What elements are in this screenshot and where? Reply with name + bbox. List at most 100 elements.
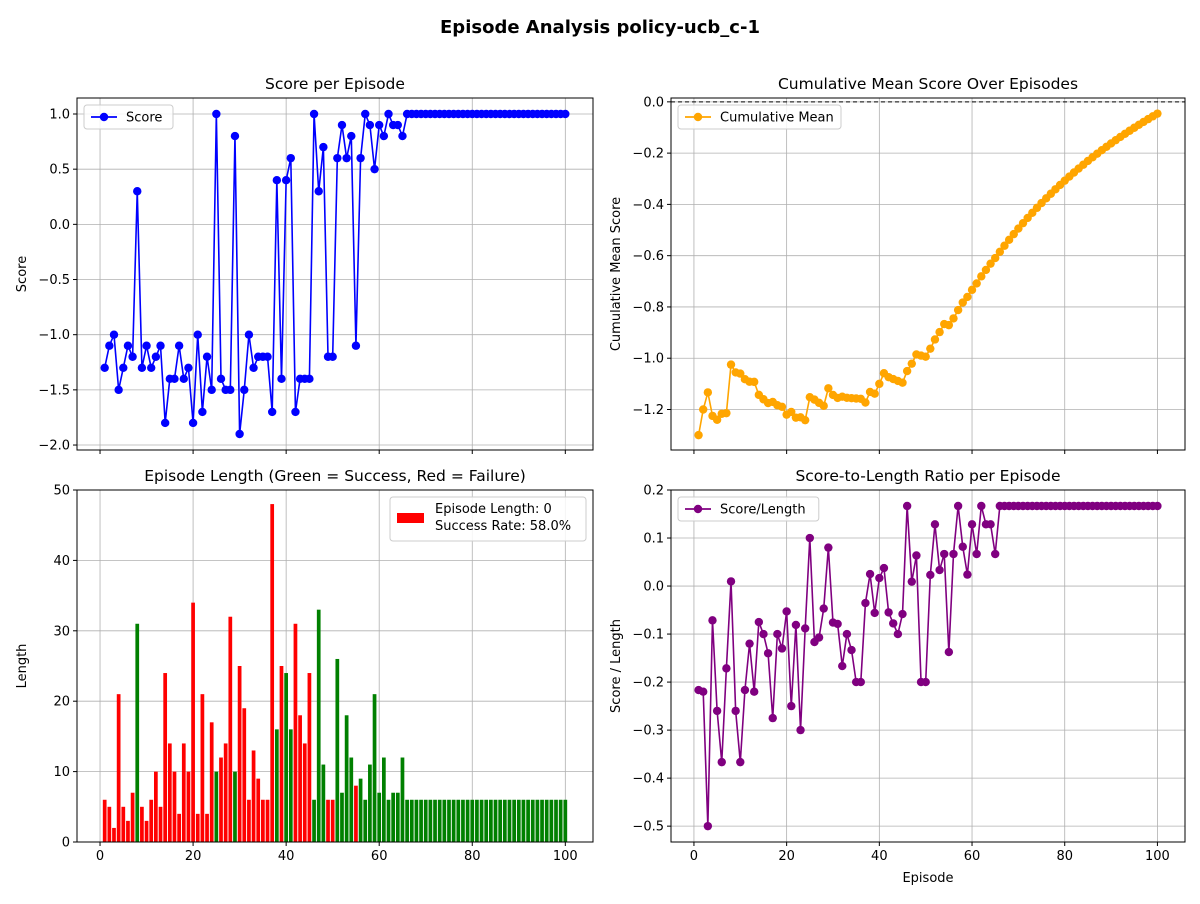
data-point [105, 341, 114, 350]
data-point [375, 120, 384, 130]
data-point [930, 520, 940, 529]
bar [437, 799, 442, 842]
data-point [884, 608, 893, 617]
bar [251, 750, 256, 842]
data-point [174, 341, 184, 350]
data-point [838, 661, 847, 671]
data-point [712, 415, 722, 424]
bar [391, 792, 396, 842]
bar [484, 799, 489, 842]
data-point [949, 314, 958, 323]
data-point [870, 389, 879, 398]
x-tick-label: 0 [690, 849, 698, 864]
data-point [736, 757, 745, 767]
bar [102, 799, 107, 842]
bar [270, 504, 275, 842]
y-axis-label: Length [15, 644, 30, 689]
bar [335, 658, 340, 842]
bar [154, 771, 158, 842]
y-tick-label: −0.5 [38, 273, 70, 288]
x-tick-label: 80 [464, 849, 481, 864]
data-point [898, 378, 907, 387]
data-point [277, 374, 286, 384]
data-point [991, 253, 1000, 263]
bar [121, 806, 126, 842]
data-point [123, 341, 133, 350]
bar [256, 778, 261, 842]
data-point [109, 330, 119, 339]
data-point [694, 430, 703, 440]
data-point [935, 327, 944, 337]
data-point [198, 407, 207, 417]
bar [489, 799, 493, 842]
legend-box [677, 104, 842, 130]
data-point [1153, 109, 1162, 118]
legend-label: Score [126, 111, 162, 126]
bar [354, 785, 358, 842]
data-point [861, 398, 870, 407]
data-point [170, 374, 179, 384]
data-point [870, 608, 879, 618]
x-tick-label: 20 [185, 849, 202, 864]
legend-marker [693, 504, 703, 514]
data-point [782, 607, 791, 616]
bar [419, 799, 423, 842]
y-axis-label: Score [15, 256, 30, 292]
bar [344, 715, 349, 842]
bar [223, 743, 228, 842]
data-point [949, 549, 958, 559]
bar [554, 799, 558, 842]
legend-swatch [397, 513, 424, 523]
bar [544, 799, 549, 842]
bar [126, 820, 130, 842]
bar [209, 722, 214, 842]
data-point [800, 415, 810, 425]
legend-marker [99, 112, 109, 122]
bar [186, 771, 191, 842]
bar [200, 694, 205, 842]
data-point [309, 109, 319, 119]
data-point [953, 501, 963, 511]
data-point [699, 405, 708, 414]
data-point [800, 624, 810, 633]
data-point [921, 677, 930, 687]
data-point [847, 645, 856, 655]
bar [172, 771, 177, 842]
data-point [379, 131, 389, 141]
data-point [805, 533, 815, 543]
data-point [384, 109, 393, 119]
bar [409, 799, 414, 842]
y-tick-label: −0.3 [632, 724, 664, 739]
bar [205, 813, 209, 842]
axes-frame [76, 97, 594, 451]
y-tick-label: −1.5 [38, 383, 70, 398]
data-point [953, 305, 963, 315]
data-point [365, 120, 375, 130]
data-point [319, 142, 328, 152]
bar [558, 799, 563, 842]
bar [526, 799, 530, 842]
y-tick-label: −0.2 [632, 147, 664, 162]
data-point [114, 385, 123, 395]
data-point [342, 153, 351, 163]
data-point [749, 687, 759, 696]
x-tick-label: 80 [1056, 849, 1073, 864]
bar [493, 799, 498, 842]
x-tick-label: 40 [871, 849, 888, 864]
data-point [286, 153, 295, 163]
bar [191, 602, 195, 842]
data-point [726, 360, 736, 369]
bar [265, 799, 270, 842]
data-point [128, 352, 137, 361]
bar [140, 806, 144, 842]
axes-frame [76, 489, 594, 843]
data-point [773, 629, 782, 639]
bar [279, 666, 284, 842]
bar [461, 799, 465, 842]
data-point [202, 352, 212, 361]
data-point [972, 549, 981, 559]
data-point [249, 363, 258, 372]
y-tick-label: −1.2 [632, 403, 664, 418]
data-point [944, 647, 954, 657]
